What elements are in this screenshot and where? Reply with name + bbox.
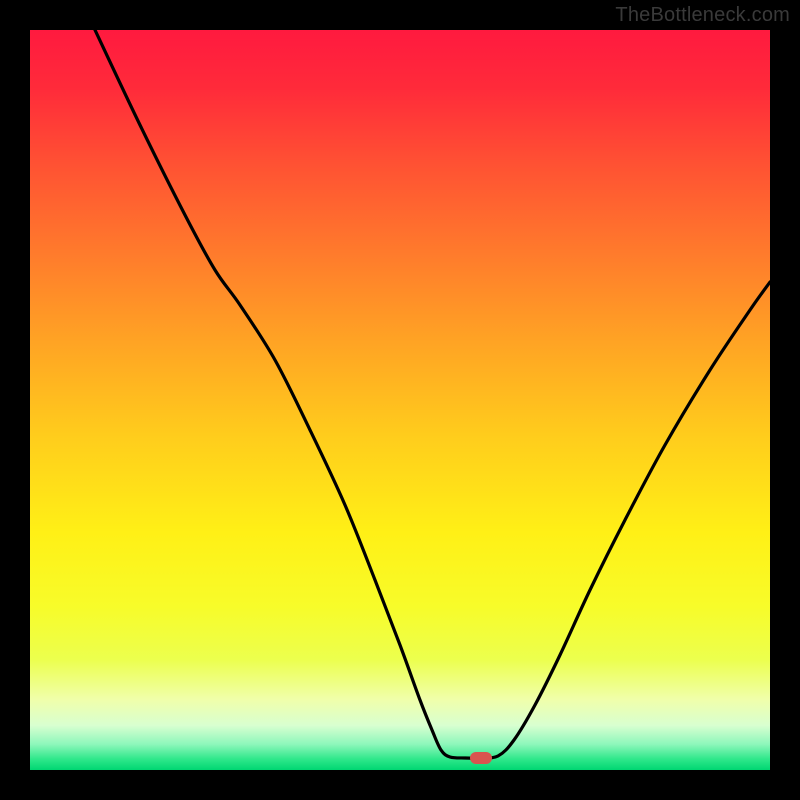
bottleneck-chart: [0, 0, 800, 800]
optimal-point-marker: [470, 752, 492, 764]
chart-frame: TheBottleneck.com: [0, 0, 800, 800]
plot-background: [30, 30, 770, 770]
watermark-text: TheBottleneck.com: [615, 4, 790, 27]
